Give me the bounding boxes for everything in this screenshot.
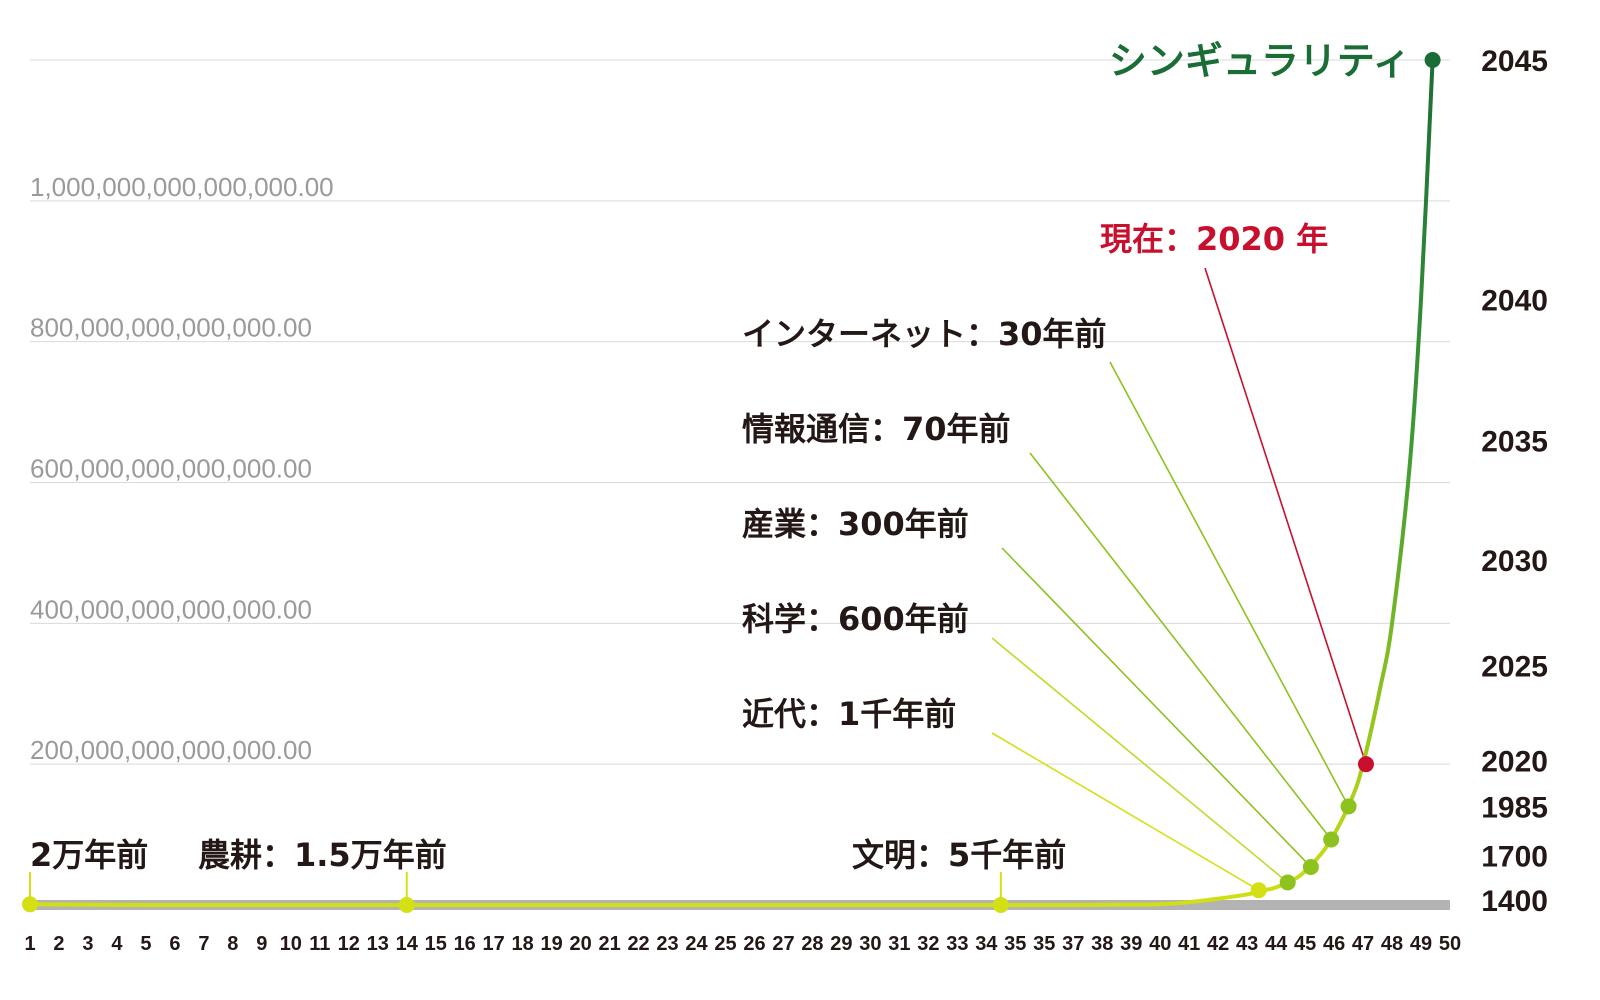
event-point [398,897,415,913]
growth-curve [28,58,1435,908]
event-label: 科学：600年前 [742,600,969,638]
event-points [22,52,1441,913]
x-tick-label: 35 [1033,933,1055,955]
callout-line [1029,452,1332,841]
event-point [1340,798,1357,815]
singularity-label: シンギュラリティ [1109,39,1411,83]
x-tick-label: 39 [1120,933,1142,955]
x-tick-label: 25 [714,933,736,955]
x-tick-label: 24 [685,933,708,955]
event-label: 近代：1千年前 [742,695,956,733]
x-tick-label: 23 [656,933,678,955]
x-tick-label: 4 [111,933,123,955]
callout-lines [29,267,1367,905]
x-tick-label: 18 [512,933,534,955]
y-tick-label: 200,000,000,000,000.00 [30,735,312,765]
event-label: 2万年前 [30,836,148,874]
x-tick-label: 32 [917,933,939,955]
annotations: 2万年前 農耕：1.5万年前 文明：5千年前 近代：1千年前科学：600年前産業：30… [30,39,1411,874]
y-tick-label: 1,000,000,000,000,000.00 [30,172,334,202]
x-tick-label: 40 [1149,933,1171,955]
x-tick-label: 17 [483,933,505,955]
x-tick-label: 50 [1439,933,1461,955]
x-tick-label: 15 [425,933,447,955]
x-tick-label: 3 [82,933,93,955]
y-tick-label: 800,000,000,000,000.00 [30,313,312,343]
x-tick-label: 2 [53,933,64,955]
x-tick-label: 35 [1004,933,1026,955]
event-point [1279,874,1296,891]
x-tick-label: 13 [367,933,389,955]
x-tick-label: 27 [772,933,794,955]
x-tick-label: 49 [1410,933,1432,955]
x-tick-label: 10 [280,933,302,955]
x-tick-label: 42 [1207,933,1229,955]
event-label: 農耕：1.5万年前 [198,836,447,874]
x-tick-label: 14 [396,933,419,955]
year-label: 2020 [1481,746,1548,779]
x-tick-label: 20 [569,933,591,955]
x-tick-label: 46 [1323,933,1345,955]
x-tick-label: 41 [1178,933,1200,955]
x-tick-label: 29 [830,933,852,955]
year-label: 1400 [1481,885,1548,918]
x-tick-label: 47 [1352,933,1374,955]
x-tick-label: 33 [946,933,968,955]
callout-line [991,732,1260,891]
event-point [22,896,38,913]
x-tick-label: 16 [454,933,476,955]
x-tick-label: 48 [1381,933,1403,955]
x-tick-label: 31 [888,933,910,955]
y-tick-label: 600,000,000,000,000.00 [30,454,312,484]
x-tick-label: 43 [1236,933,1258,955]
event-label: 現在：2020 年 [1100,220,1328,258]
x-tick-label: 11 [309,933,330,955]
callout-line [1204,267,1367,765]
event-point [1302,858,1319,875]
x-tick-label: 12 [338,933,360,955]
x-tick-label: 34 [975,933,998,955]
x-tick-label: 37 [1062,933,1084,955]
callout-line [1109,361,1350,807]
x-tick-label: 6 [169,933,180,955]
event-label: 文明：5千年前 [852,836,1066,874]
growth-curve-line [28,58,1435,908]
year-label: 2035 [1481,425,1548,458]
x-tick-label: 22 [627,933,649,955]
event-point [992,897,1009,913]
x-tick-label: 38 [1091,933,1113,955]
event-label: 産業：300年前 [742,505,969,543]
x-tick-label: 28 [801,933,823,955]
year-label: 1700 [1481,841,1548,874]
x-tick-label: 1 [24,933,35,955]
x-tick-label: 45 [1294,933,1316,955]
year-label: 1985 [1481,791,1548,824]
x-tick-label: 8 [227,933,238,955]
year-label: 2045 [1481,45,1548,78]
x-tick-label: 44 [1265,933,1288,955]
x-tick-label: 26 [743,933,765,955]
x-tick-label: 21 [598,933,620,955]
event-point [1323,831,1340,848]
year-label: 2030 [1481,545,1548,578]
axis-labels: 200,000,000,000,000.00 400,000,000,000,00… [24,45,1548,955]
x-tick-label: 19 [541,933,563,955]
year-label: 2025 [1481,651,1548,684]
x-tick-label: 7 [198,933,209,955]
callout-line [1001,547,1312,868]
event-label: 情報通信：70年前 [742,410,1011,448]
x-tick-label: 5 [140,933,151,955]
event-point [1250,882,1267,899]
event-point [1357,756,1374,773]
y-tick-label: 400,000,000,000,000.00 [30,594,312,624]
event-label: インターネット：30年前 [742,315,1107,353]
event-point [1424,52,1441,68]
x-tick-label: 30 [859,933,881,955]
x-tick-label: 9 [256,933,267,955]
year-label: 2040 [1481,284,1548,317]
callout-line [991,637,1289,884]
